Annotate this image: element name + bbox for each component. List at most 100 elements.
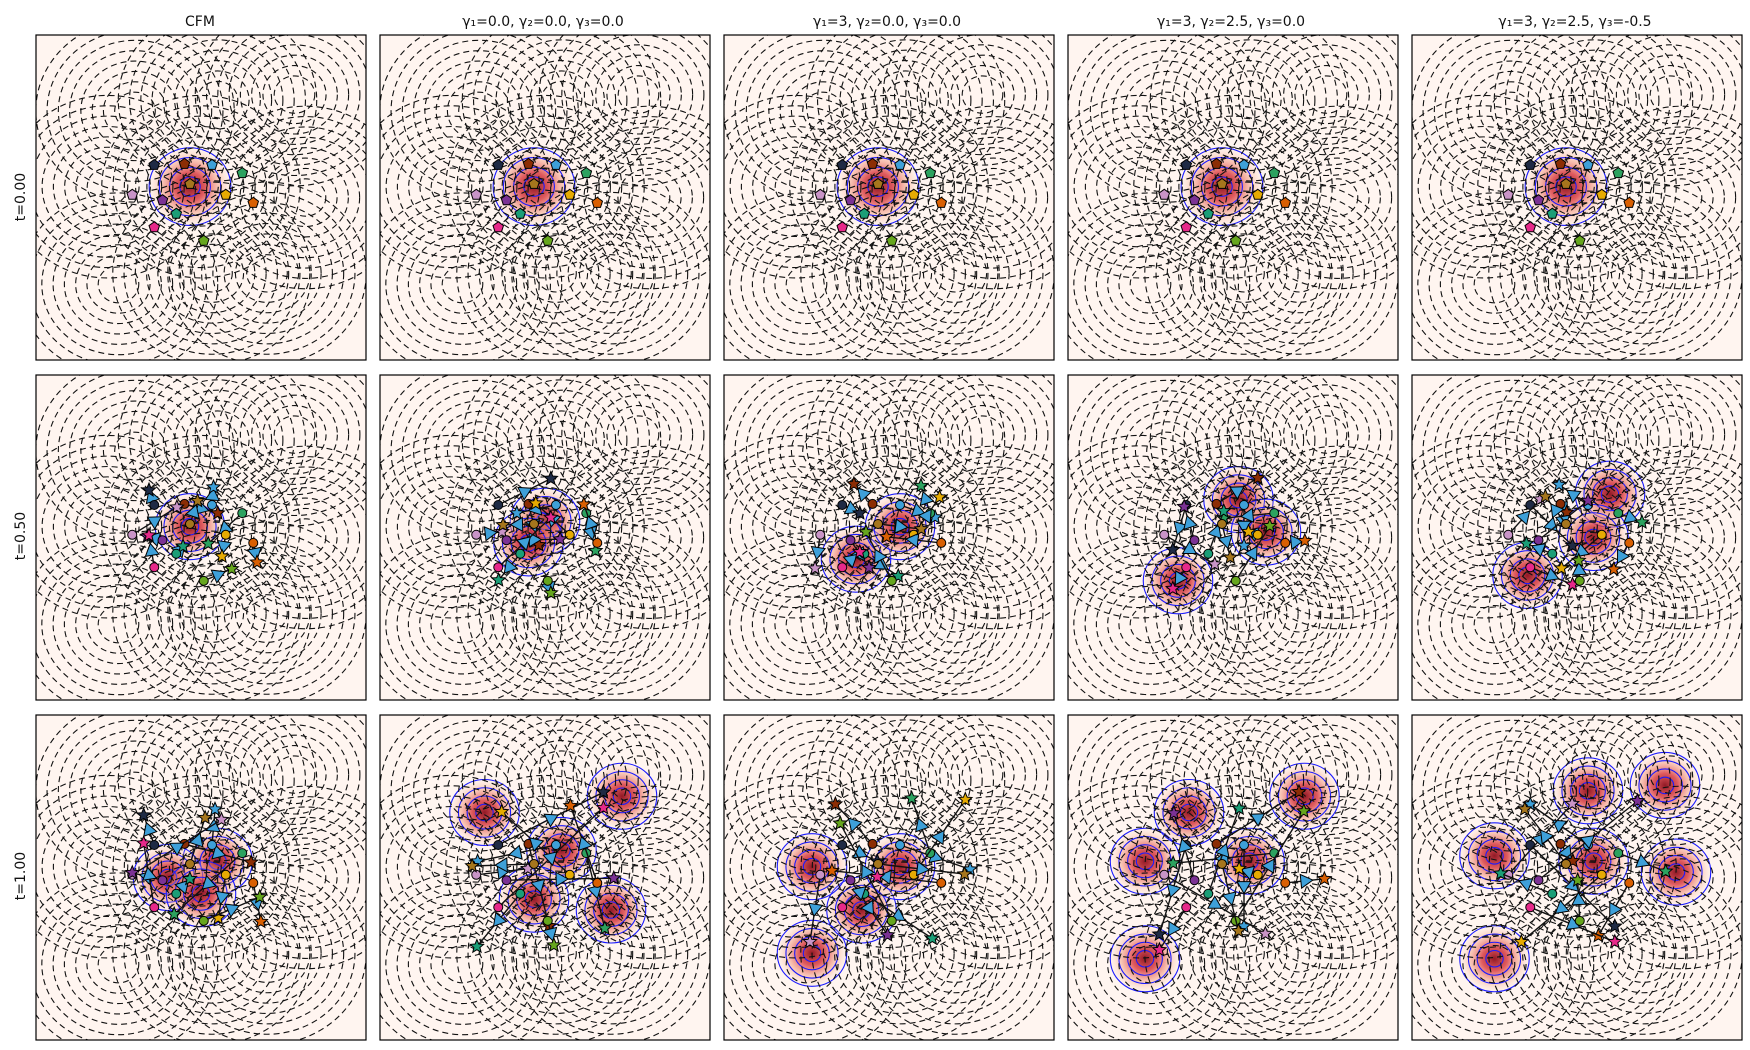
potential-contour: [790, 81, 856, 141]
potential-contour: [1200, 157, 1266, 217]
potential-contour: [867, 243, 933, 303]
potential-contour: [223, 573, 311, 654]
potential-contour: [506, 729, 617, 831]
potential-contour: [1649, 75, 1692, 114]
potential-contour: [1522, 476, 1632, 578]
potential-contour: [800, 785, 978, 949]
trajectory-end-marker: [210, 909, 227, 925]
trajectory-end-marker: [490, 571, 507, 587]
potential-contour: [52, 563, 185, 685]
potential-contour: [456, 445, 634, 609]
potential-contour: [1283, 734, 1370, 815]
potential-contour: [1417, 805, 1550, 928]
potential-contour: [785, 604, 828, 644]
potential-contour: [540, 80, 583, 120]
potential-contour: [540, 760, 583, 800]
potential-contour: [1073, 893, 1228, 1036]
potential-contour: [828, 715, 983, 852]
trajectory-arrow-marker: [216, 539, 233, 555]
potential-contour: [239, 476, 366, 599]
potential-contour: [97, 604, 140, 644]
trajectory-arrow-marker: [1181, 540, 1198, 554]
potential-contour: [811, 531, 989, 695]
potential-contour: [1522, 892, 1654, 1015]
potential-contour: [57, 719, 213, 862]
potential-contour: [178, 191, 356, 355]
potential-contour: [1488, 521, 1688, 700]
trajectory-start-marker: [220, 529, 231, 540]
potential-contour: [751, 913, 862, 1015]
potential-contour: [1638, 837, 1725, 918]
potential-contour: [961, 75, 1004, 114]
trajectory-start-marker: [873, 518, 883, 529]
source-sample-marker: [170, 207, 183, 219]
potential-contour: [533, 882, 689, 1025]
potential-contour: [1445, 390, 1577, 512]
trajectory-end-marker: [1231, 860, 1248, 876]
trajectory-end-marker: [851, 504, 868, 520]
potential-contour: [114, 91, 156, 131]
density-contour: [890, 517, 910, 536]
potential-contour: [1294, 837, 1381, 918]
potential-contour: [867, 923, 933, 983]
potential-contour: [1433, 39, 1589, 182]
potential-contour: [1478, 421, 1544, 481]
potential-contour: [1462, 167, 1505, 206]
potential-contour: [191, 934, 233, 973]
trajectory-start-marker: [493, 840, 504, 850]
potential-contour: [522, 191, 700, 355]
source-sample-marker: [1502, 188, 1515, 200]
trajectory-end-marker: [903, 790, 920, 805]
potential-contour: [1593, 375, 1742, 506]
trajectory-start-marker: [1525, 840, 1536, 850]
panel-content: [36, 35, 366, 360]
potential-contour: [972, 178, 1015, 217]
potential-contour: [850, 389, 961, 491]
potential-contour: [407, 573, 518, 675]
potential-contour: [1615, 44, 1726, 145]
potential-contour: [273, 167, 338, 228]
potential-contour: [606, 157, 693, 238]
trajectory-end-marker: [197, 809, 214, 825]
potential-contour: [1144, 785, 1322, 949]
trajectory-start-marker: [895, 840, 905, 850]
trajectory-start-marker: [248, 877, 259, 888]
trajectory-arrow-marker: [1289, 534, 1304, 551]
potential-contour: [550, 35, 710, 177]
panel-frame: [1067, 714, 1399, 1041]
source-sample-marker: [1595, 188, 1608, 200]
potential-contour: [724, 192, 907, 360]
trajectory-end-marker: [223, 560, 240, 576]
potential-contour: [495, 39, 628, 161]
panel-frame: [1067, 34, 1399, 361]
potential-contour: [1221, 882, 1377, 1025]
trajectory-end-marker: [595, 783, 612, 799]
trajectory-start-marker: [1189, 535, 1200, 546]
potential-contour: [1068, 105, 1228, 269]
potential-contour: [419, 497, 484, 557]
potential-contour: [533, 202, 689, 345]
trajectory-start-marker: [515, 888, 526, 899]
potential-contour: [401, 379, 557, 522]
potential-contour: [430, 254, 495, 314]
potential-contour: [617, 507, 682, 568]
potential-contour: [467, 871, 645, 1035]
trajectory-end-marker: [1230, 922, 1247, 938]
potential-contour: [834, 892, 966, 1015]
trajectory-arrow-marker: [1166, 883, 1182, 899]
potential-contour: [839, 39, 972, 161]
potential-contour: [1516, 715, 1671, 852]
potential-contour: [419, 244, 506, 325]
potential-contour: [479, 805, 611, 928]
trajectory-start-marker: [1181, 562, 1192, 573]
density-contour: [1277, 770, 1332, 822]
potential-contour: [36, 785, 196, 949]
potential-contour: [884, 420, 927, 460]
potential-contour: [168, 233, 256, 314]
potential-contour: [189, 202, 345, 345]
trajectory-start-marker: [1252, 529, 1263, 540]
potential-contour: [572, 35, 705, 156]
trajectory-start-marker: [471, 529, 482, 540]
trajectory-end-marker: [1634, 514, 1650, 529]
potential-contour: [1089, 39, 1245, 182]
